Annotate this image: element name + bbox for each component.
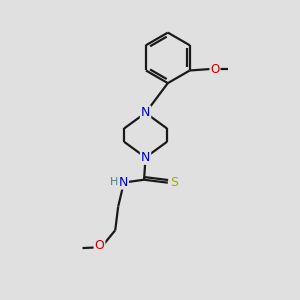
Text: N: N [118,176,128,189]
Text: O: O [210,62,220,76]
Text: S: S [170,176,178,189]
Text: O: O [94,239,104,252]
Text: N: N [141,106,150,119]
Text: N: N [141,151,150,164]
Text: H: H [110,177,118,187]
